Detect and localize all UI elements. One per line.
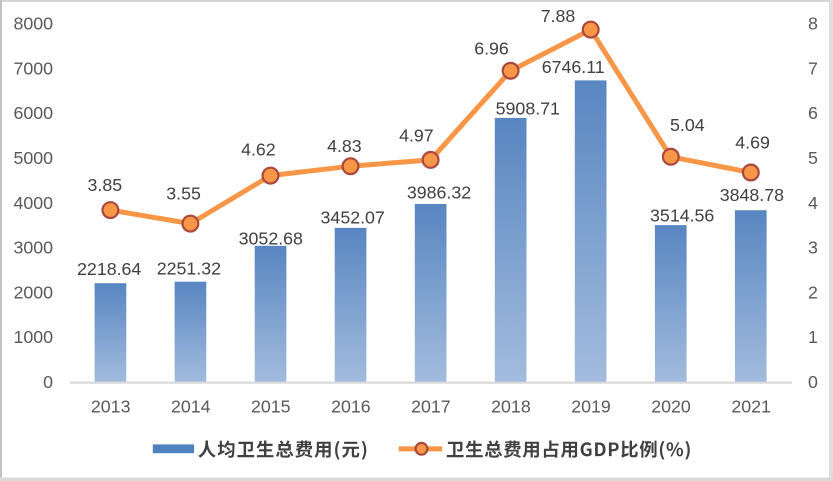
svg-text:6000: 6000 — [13, 103, 53, 123]
svg-text:6: 6 — [808, 103, 818, 123]
svg-text:2018: 2018 — [491, 396, 531, 416]
svg-text:7000: 7000 — [13, 58, 53, 78]
svg-text:2017: 2017 — [411, 396, 451, 416]
svg-text:4.97: 4.97 — [399, 125, 434, 145]
svg-text:2014: 2014 — [171, 396, 211, 416]
svg-text:2021: 2021 — [731, 396, 771, 416]
svg-text:2: 2 — [808, 282, 818, 302]
svg-text:3.85: 3.85 — [87, 175, 122, 195]
svg-text:6746.11: 6746.11 — [542, 57, 605, 77]
svg-text:8: 8 — [808, 14, 818, 34]
svg-text:2019: 2019 — [571, 396, 611, 416]
svg-text:7: 7 — [808, 58, 818, 78]
svg-text:7.88: 7.88 — [541, 6, 576, 26]
svg-text:3986.32: 3986.32 — [407, 182, 471, 202]
svg-text:4: 4 — [808, 193, 818, 213]
svg-text:2020: 2020 — [651, 396, 691, 416]
svg-text:2000: 2000 — [13, 282, 53, 302]
svg-text:8000: 8000 — [13, 14, 53, 34]
svg-text:4.69: 4.69 — [735, 132, 770, 152]
svg-text:2218.64: 2218.64 — [77, 259, 141, 279]
svg-text:5000: 5000 — [13, 148, 53, 168]
svg-text:5908.71: 5908.71 — [496, 98, 560, 118]
svg-text:3514.56: 3514.56 — [650, 205, 714, 225]
svg-text:3000: 3000 — [13, 238, 53, 258]
svg-text:3052.68: 3052.68 — [239, 229, 303, 249]
svg-text:3848.78: 3848.78 — [720, 185, 784, 205]
svg-text:5.04: 5.04 — [670, 115, 705, 135]
svg-text:2013: 2013 — [91, 396, 131, 416]
svg-text:3.55: 3.55 — [166, 184, 201, 204]
svg-text:3: 3 — [808, 238, 818, 258]
svg-text:6.96: 6.96 — [474, 39, 509, 59]
svg-text:5: 5 — [808, 148, 818, 168]
svg-text:3452.07: 3452.07 — [321, 208, 385, 228]
svg-text:0: 0 — [43, 372, 53, 392]
svg-text:4.62: 4.62 — [241, 140, 276, 160]
svg-text:1: 1 — [808, 327, 818, 347]
svg-text:2016: 2016 — [331, 396, 371, 416]
svg-text:4000: 4000 — [13, 193, 53, 213]
svg-text:4.83: 4.83 — [327, 136, 362, 156]
svg-text:2251.32: 2251.32 — [157, 258, 221, 278]
svg-text:2015: 2015 — [251, 396, 291, 416]
svg-text:1000: 1000 — [13, 327, 53, 347]
svg-text:0: 0 — [808, 372, 818, 392]
